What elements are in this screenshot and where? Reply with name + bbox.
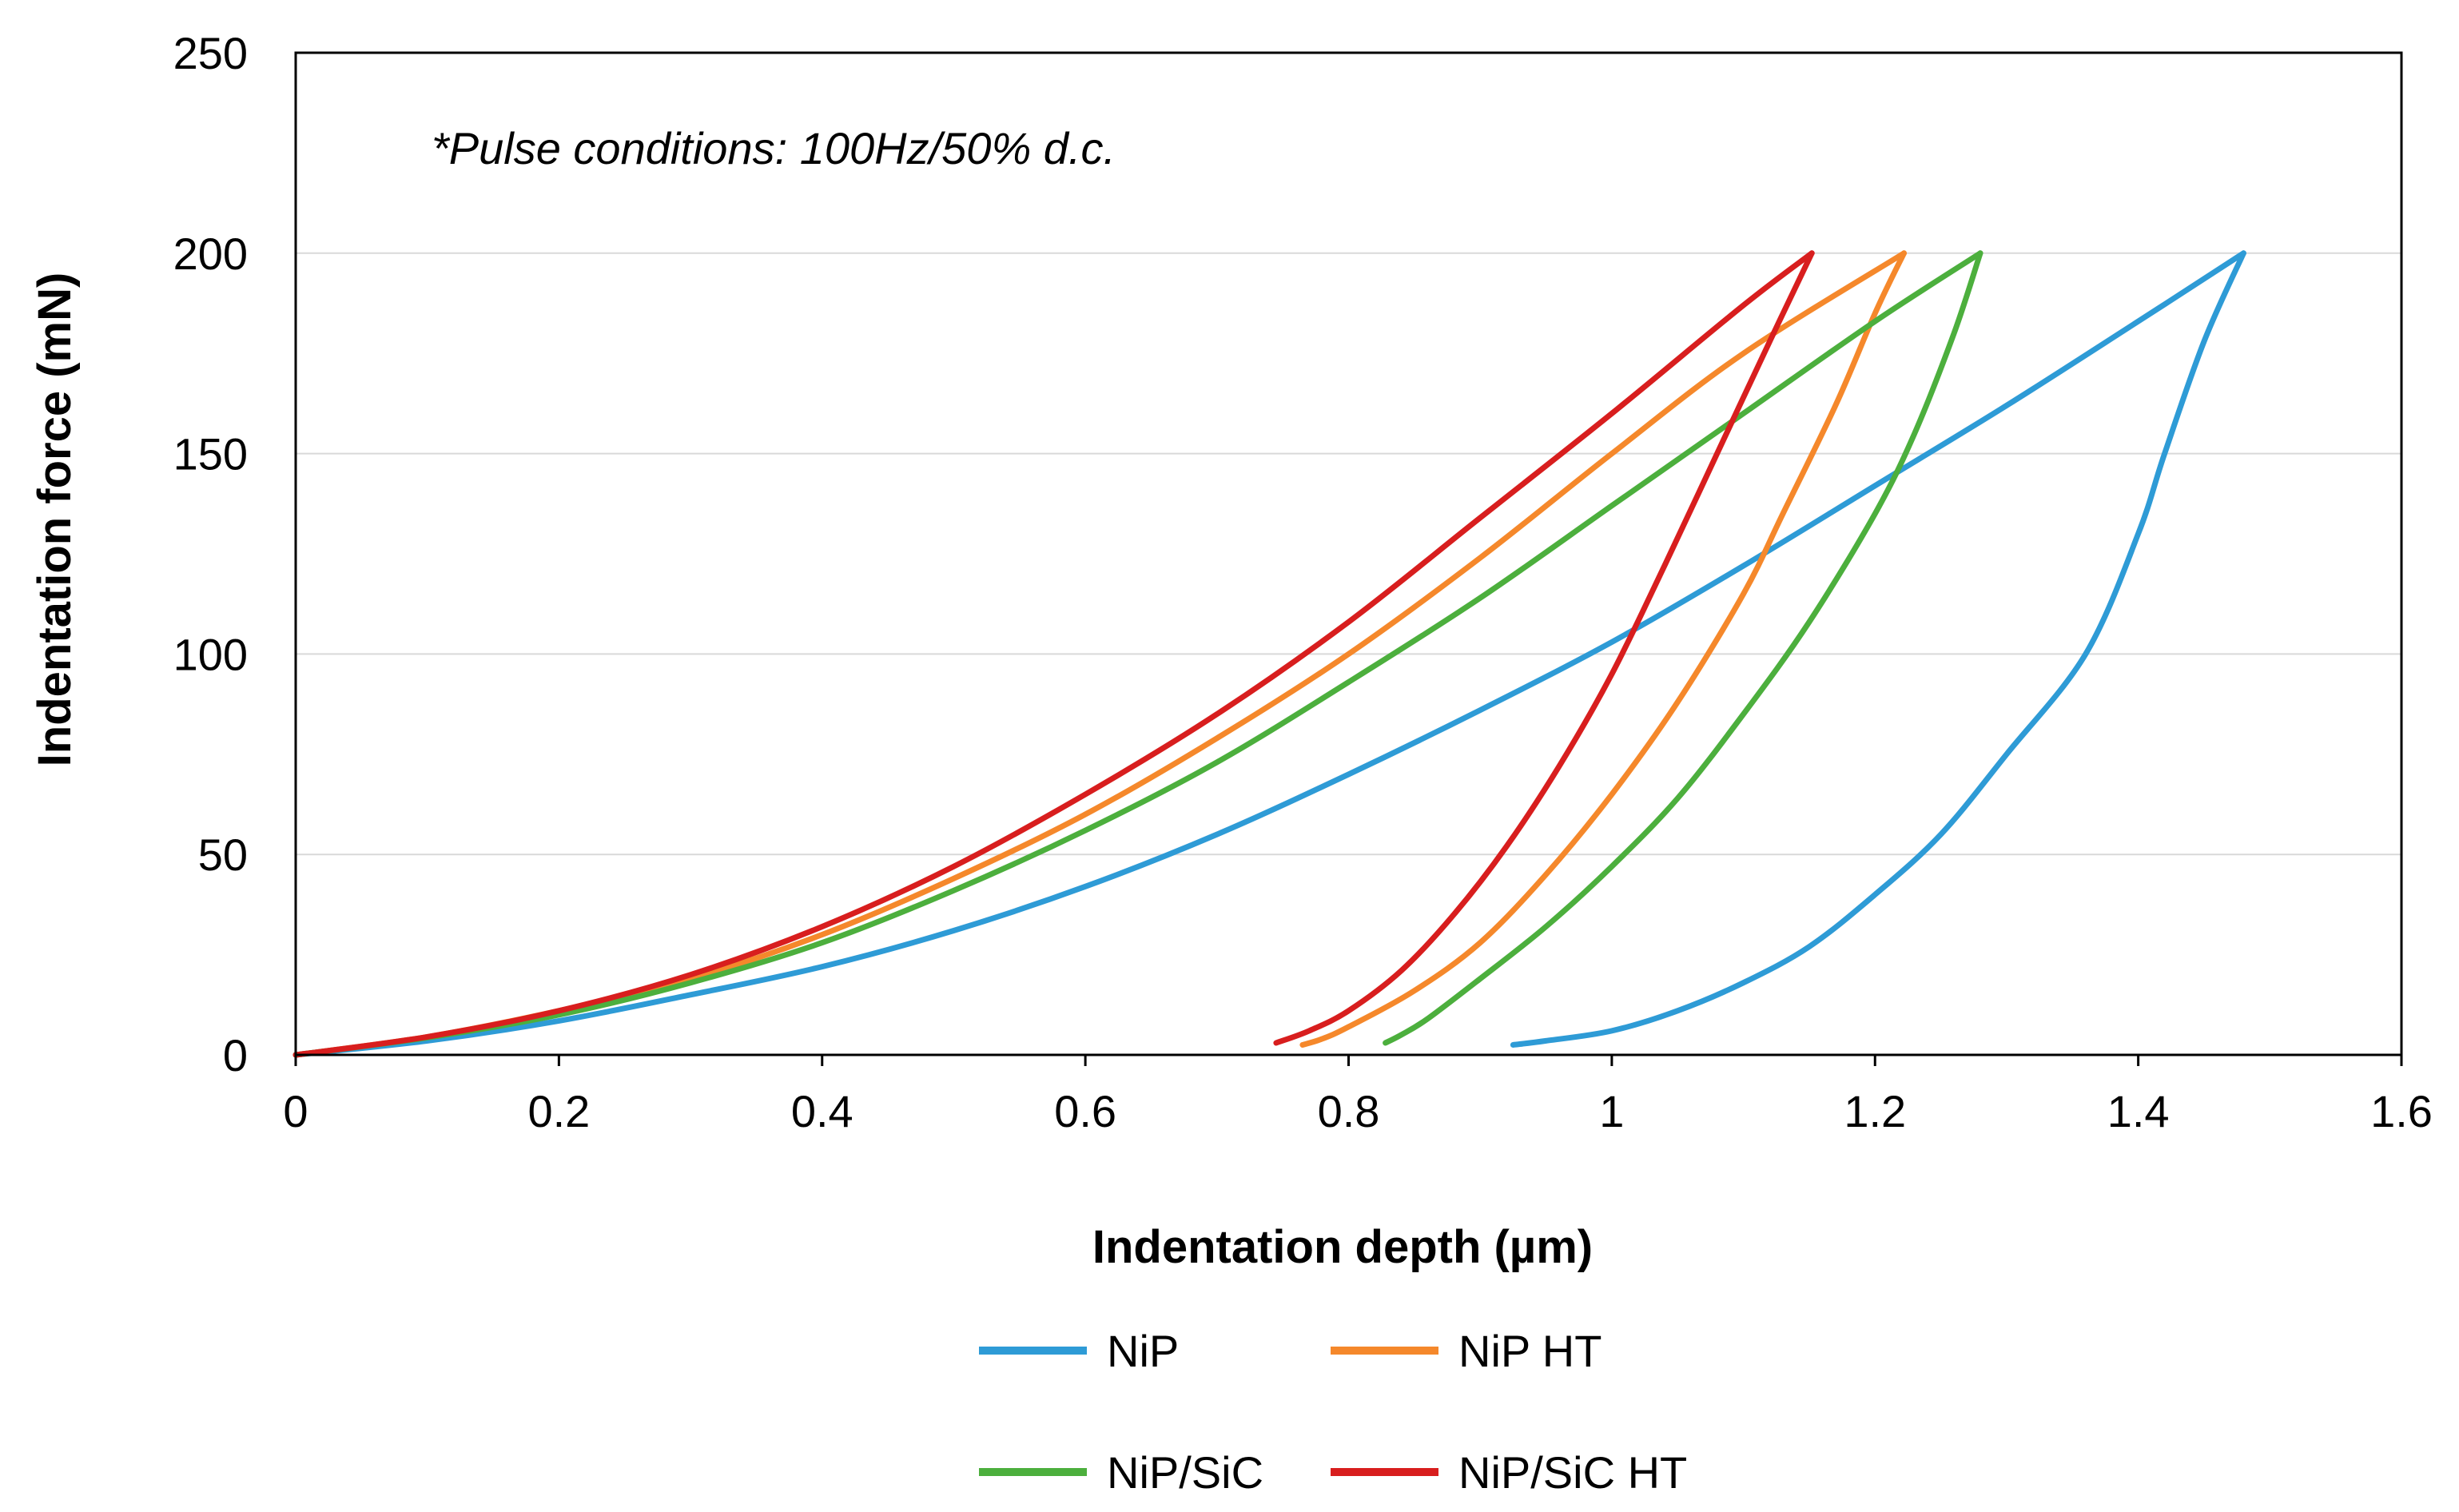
series-nip-sic-unloading-line	[1383, 250, 1984, 1046]
series-nip-sic-ht-loading-line	[292, 250, 1815, 1058]
chart-annotation: *Pulse conditions: 100Hz/50% d.c.	[432, 123, 1116, 173]
series-nip-sic-ht-unloading-line	[1273, 250, 1815, 1046]
legend-label-nip-sic: NiP/SiC	[1107, 1447, 1263, 1498]
x-axis-title: Indentation depth (µm)	[1092, 1221, 1593, 1273]
x-tick-label-4: 0.8	[1318, 1086, 1380, 1136]
y-tick-label-0: 0	[223, 1030, 248, 1080]
legend-label-nip-ht: NiP HT	[1458, 1326, 1602, 1376]
grid-layer	[296, 252, 2401, 856]
x-tick-label-0: 0	[283, 1086, 308, 1136]
legend: NiP NiP HT NiP/SiC NiP/SiC HT	[979, 1326, 1687, 1498]
x-tick-label-2: 0.4	[791, 1086, 853, 1136]
legend-label-nip-sic-ht: NiP/SiC HT	[1458, 1447, 1687, 1498]
y-axis-title: Indentation force (mN)	[29, 273, 81, 767]
y-tick-label-4: 200	[173, 229, 248, 279]
plot-frame	[294, 51, 2403, 1056]
series-layer	[292, 250, 2246, 1058]
tick-layer: 0 0.2 0.4 0.6 0.8 1 1.2 1.4 1.6 0 50 100 150 200 250	[173, 28, 2433, 1136]
x-tick-label-5: 1	[1599, 1086, 1624, 1136]
y-tick-label-5: 250	[173, 28, 248, 78]
y-tick-label-2: 100	[173, 629, 248, 679]
y-tick-label-3: 150	[173, 429, 248, 479]
x-tick-label-6: 1.2	[1844, 1086, 1906, 1136]
legend-label-nip: NiP	[1107, 1326, 1179, 1376]
series-nip-ht-unloading-line	[1299, 250, 1907, 1048]
series-nip-loading-line	[292, 250, 2246, 1058]
y-tick-label-1: 50	[198, 830, 248, 880]
x-tick-label-8: 1.6	[2370, 1086, 2433, 1136]
x-tick-label-7: 1.4	[2107, 1086, 2170, 1136]
x-tick-label-3: 0.6	[1054, 1086, 1116, 1136]
x-tick-label-1: 0.2	[527, 1086, 590, 1136]
series-nip-unloading-line	[1510, 250, 2246, 1048]
